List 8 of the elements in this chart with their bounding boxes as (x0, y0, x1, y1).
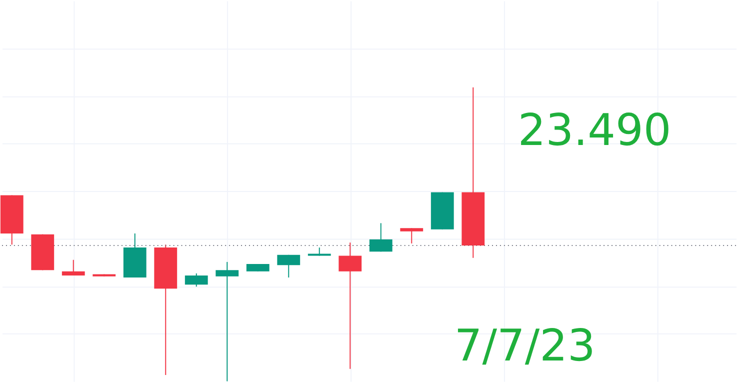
annotation: 7/7/23 (454, 320, 596, 372)
candlestick (184, 272, 208, 288)
candlestick (400, 228, 424, 244)
candlestick (62, 259, 85, 276)
candlestick (277, 254, 300, 278)
candlestick (369, 222, 392, 252)
candlestick (216, 261, 239, 382)
text: 23.490 (518, 105, 672, 156)
